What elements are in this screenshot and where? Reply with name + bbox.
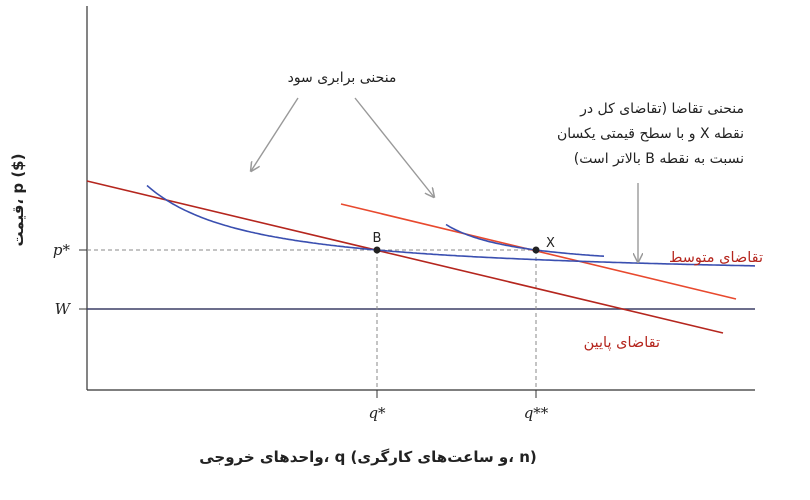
- point-b-label: B: [373, 231, 382, 246]
- point-x-label: X: [546, 236, 555, 251]
- isoprofit-arrow-left: [251, 97, 299, 171]
- y-tick-label-w: W: [55, 300, 72, 318]
- medium-demand-label: تقاضای متوسط: [669, 250, 763, 266]
- point-b: [373, 246, 381, 254]
- demand-note-line-2: نقطه X و با سطح قیمتی یکسان: [557, 126, 744, 142]
- low-demand-label: تقاضای پایین: [584, 335, 660, 351]
- point-x: [532, 246, 540, 254]
- demand-note-line-1: منحنی تقاضا (تقاضای کل در: [579, 101, 744, 117]
- isoprofit-annotation: منحنی برابری سود: [288, 70, 397, 86]
- y-axis-title: ($) p ،قیمت: [9, 154, 27, 247]
- low-demand-curve: [86, 180, 724, 334]
- x-axis-title: (n ،و ساعت‌های کارگری) q ،واحدهای خروجی: [199, 448, 536, 466]
- x-tick-label-qstarstar: q**: [524, 404, 549, 422]
- isoprofit-curve-x: [445, 223, 605, 257]
- y-tick-label-pstar: p*: [53, 241, 71, 259]
- isoprofit-curve-b: [146, 184, 756, 267]
- isoprofit-arrow-right: [354, 97, 434, 197]
- demand-note-line-3: نسبت به نقطه B بالاتر است): [574, 151, 744, 167]
- x-tick-label-qstar: q*: [368, 404, 386, 422]
